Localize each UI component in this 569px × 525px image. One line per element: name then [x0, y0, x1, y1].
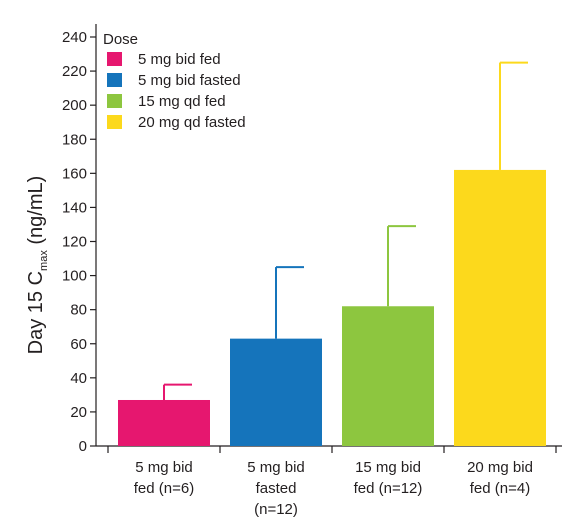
legend-swatch: [107, 94, 122, 108]
bar: [454, 169, 546, 447]
y-tick-label: 80: [70, 302, 87, 319]
y-tick-label: 0: [79, 438, 87, 455]
x-tick-label: 5 mg bid fasted (n=12): [247, 459, 305, 518]
legend-title: Dose: [103, 31, 138, 48]
x-tick-label: 5 mg bid fed (n=6): [134, 459, 194, 497]
y-tick-label: 40: [70, 370, 87, 387]
x-tick-label-line: 5 mg bid: [135, 459, 193, 476]
legend-entry-label: 5 mg bid fed: [138, 51, 221, 68]
y-tick-label: 200: [62, 97, 87, 114]
x-tick-label-line: fed (n=6): [134, 480, 194, 497]
y-tick-label: 20: [70, 404, 87, 421]
y-tick-label: 240: [62, 29, 87, 46]
legend-entry-label: 5 mg bid fasted: [138, 72, 241, 89]
y-axis-label-main: Day 15 C: [25, 271, 47, 354]
legend-swatch: [107, 52, 122, 66]
x-tick-label-line: 5 mg bid: [247, 459, 305, 476]
y-axis-label-subscript: max: [38, 250, 50, 271]
x-tick-label-line: fed (n=12): [354, 480, 423, 497]
x-tick-label: 15 mg bid fed (n=12): [354, 459, 423, 497]
legend-entry-label: 15 mg qd fed: [138, 93, 226, 110]
bar: [230, 338, 322, 446]
legend-swatch: [107, 115, 122, 129]
y-tick-label: 220: [62, 63, 87, 80]
x-tick-label-line: 20 mg bid: [467, 459, 533, 476]
x-tick-label-line: 15 mg bid: [355, 459, 421, 476]
bar: [342, 306, 434, 446]
y-tick-label: 160: [62, 165, 87, 182]
x-tick-label-line: fasted: [256, 480, 297, 497]
x-tick-labels: 5 mg bid fed (n=6) 5 mg bid fasted (n=12) 15 …: [134, 459, 533, 518]
svg-text:Day 15 Cmax (ng/mL): Day 15 Cmax (ng/mL): [25, 176, 50, 355]
x-tick-label-line: (n=12): [254, 501, 298, 518]
x-tick-label-line: fed (n=4): [470, 480, 530, 497]
y-axis-label: Day 15 Cmax (ng/mL): [25, 176, 50, 355]
y-axis-label-unit: (ng/mL): [25, 176, 47, 250]
y-tick-label: 120: [62, 234, 87, 251]
y-ticks: 0 20 40 60 80 100 120 140 160 180 200 220 240: [62, 29, 96, 455]
legend-swatch: [107, 73, 122, 87]
y-tick-label: 60: [70, 336, 87, 353]
bar: [118, 399, 210, 446]
y-tick-label: 100: [62, 268, 87, 285]
x-tick-label: 20 mg bid fed (n=4): [467, 459, 533, 497]
y-tick-label: 140: [62, 199, 87, 216]
bars: [118, 61, 546, 447]
y-tick-label: 180: [62, 131, 87, 148]
legend-entry-label: 20 mg qd fasted: [138, 114, 246, 131]
